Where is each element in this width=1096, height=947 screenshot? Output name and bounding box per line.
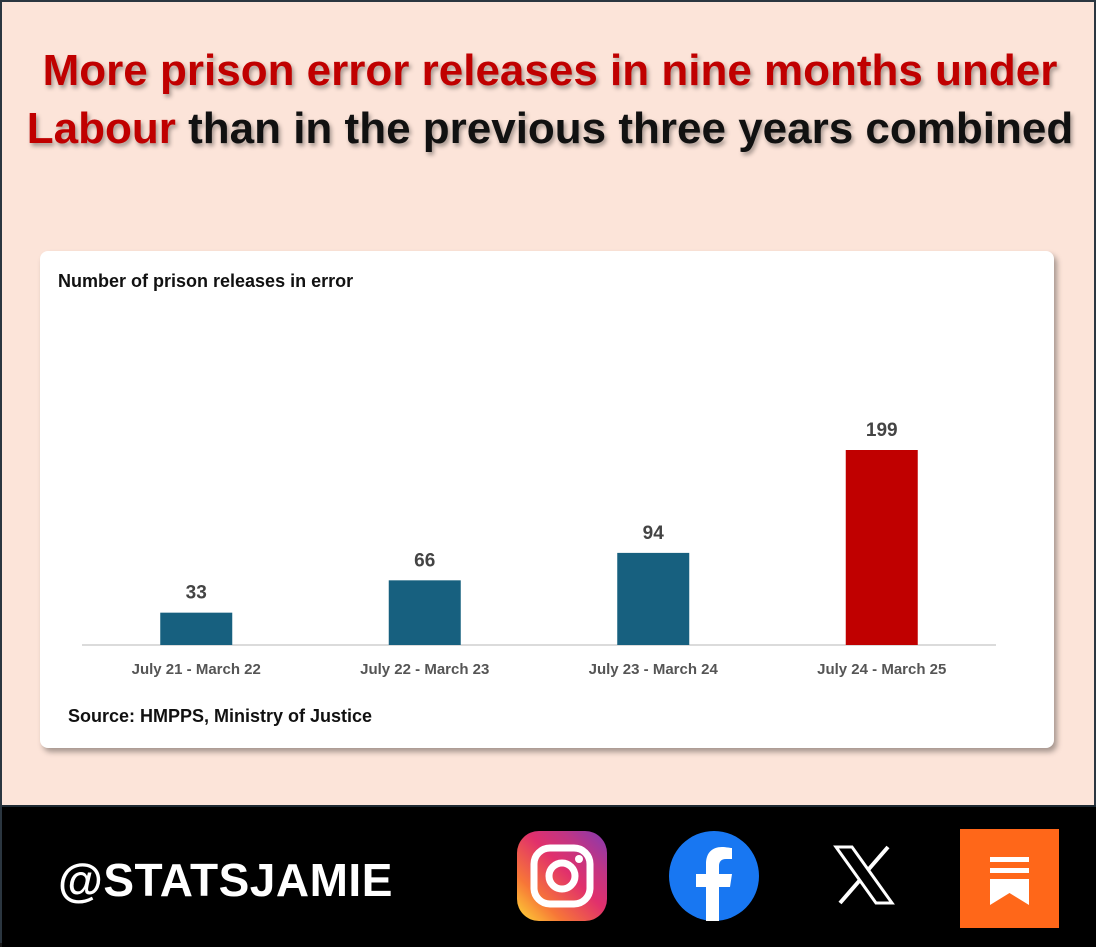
data-label-3: 94 — [643, 523, 665, 544]
headline-red: More prison error releases in nine month… — [26, 46, 1058, 153]
instagram-icon[interactable] — [517, 831, 607, 921]
chart-source: Source: HMPPS, Ministry of Justice — [68, 706, 373, 726]
bar-2 — [388, 580, 461, 645]
headline: More prison error releases in nine month… — [22, 42, 1078, 158]
data-label-4: 199 — [866, 420, 898, 441]
x-tick-label-3: July 23 - March 24 — [589, 661, 719, 678]
x-icon[interactable] — [832, 843, 896, 907]
chart-card: Number of prison releases in error 33 Jul… — [40, 251, 1054, 748]
substack-icon[interactable] — [960, 829, 1059, 928]
data-label-1: 33 — [186, 583, 207, 604]
bar-3 — [617, 552, 690, 645]
bar-4 — [845, 450, 918, 645]
chart-title: Number of prison releases in error — [58, 271, 354, 291]
x-tick-label-1: July 21 - March 22 — [132, 661, 261, 678]
footer: @STATSJAMIE — [2, 805, 1096, 947]
headline-black: than in the previous three years combine… — [188, 104, 1074, 153]
x-tick-label-2: July 22 - March 23 — [360, 661, 489, 678]
social-handle: @STATSJAMIE — [58, 854, 393, 906]
bar-chart: 33 July 21 - March 22 66 July 22 - March 23… — [82, 420, 996, 678]
facebook-icon[interactable] — [669, 831, 759, 921]
data-label-2: 66 — [414, 550, 435, 571]
x-tick-label-4: July 24 - March 25 — [817, 661, 946, 678]
bar-1 — [160, 612, 233, 645]
